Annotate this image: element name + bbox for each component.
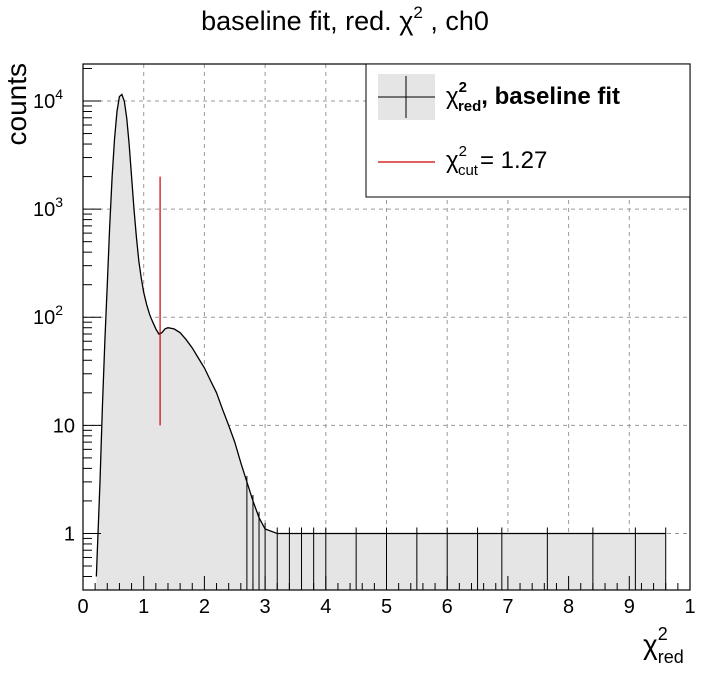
legend-2-chi: χ bbox=[446, 147, 459, 174]
legend-label-histogram: χ2 red, baseline fit bbox=[446, 79, 620, 115]
legend-2-text: = 1.27 bbox=[480, 147, 547, 174]
x-axis-label: χ2 red bbox=[643, 624, 684, 667]
y-axis-label: counts bbox=[1, 63, 32, 146]
chart-title: baseline fit, red. χ2 , ch0 bbox=[201, 3, 489, 36]
legend-label-cut: χ2 cut= 1.27 bbox=[446, 143, 547, 179]
title-pre: baseline fit, red. bbox=[201, 6, 399, 36]
y-tick-label: 102 bbox=[33, 302, 63, 329]
x-tick-label: 5 bbox=[381, 596, 392, 618]
y-tick-base: 10 bbox=[33, 199, 55, 221]
x-tick-label: 7 bbox=[502, 596, 513, 618]
x-label-sub: red bbox=[658, 647, 684, 667]
title-post: , ch0 bbox=[423, 6, 489, 36]
legend-entry-histogram: χ2 red, baseline fit bbox=[378, 74, 620, 120]
legend-entry-cut: χ2 cut= 1.27 bbox=[378, 143, 547, 179]
x-tick-label: 4 bbox=[320, 596, 331, 618]
y-tick-exp: 3 bbox=[55, 194, 63, 210]
x-label-sup: 2 bbox=[658, 624, 668, 644]
y-tick-label: 103 bbox=[33, 194, 63, 221]
histogram-fill bbox=[96, 94, 666, 591]
y-tick-label: 1 bbox=[64, 523, 75, 545]
x-tick-label: 9 bbox=[624, 596, 635, 618]
histogram-outline bbox=[95, 93, 666, 577]
legend-2-sup: 2 bbox=[459, 143, 467, 160]
x-tick-label: 1 bbox=[138, 596, 149, 618]
title-sup: 2 bbox=[413, 3, 422, 22]
legend-1-sup: 2 bbox=[459, 79, 467, 96]
legend-1-sub: red bbox=[458, 98, 481, 115]
legend-1-chi: χ bbox=[446, 83, 459, 110]
y-tick-exp: 2 bbox=[55, 302, 63, 318]
x-tick-label: 8 bbox=[563, 596, 574, 618]
legend-1-text: , baseline fit bbox=[481, 83, 620, 110]
y-tick-label: 10 bbox=[53, 415, 75, 437]
x-tick-label: 3 bbox=[260, 596, 271, 618]
y-tick-base: 10 bbox=[33, 307, 55, 329]
x-tick-label: 2 bbox=[199, 596, 210, 618]
x-label-chi: χ bbox=[643, 629, 658, 660]
x-tick-label: 6 bbox=[442, 596, 453, 618]
legend: χ2 red, baseline fit χ2 cut= 1.27 bbox=[365, 63, 691, 198]
y-tick-exp: 4 bbox=[55, 86, 63, 102]
title-chi: χ bbox=[399, 6, 413, 36]
y-tick-label: 104 bbox=[33, 86, 63, 113]
x-tick-label: 1 bbox=[684, 596, 695, 618]
legend-2-sub: cut bbox=[458, 162, 479, 179]
y-tick-base: 10 bbox=[33, 91, 55, 113]
x-tick-label: 0 bbox=[77, 596, 88, 618]
